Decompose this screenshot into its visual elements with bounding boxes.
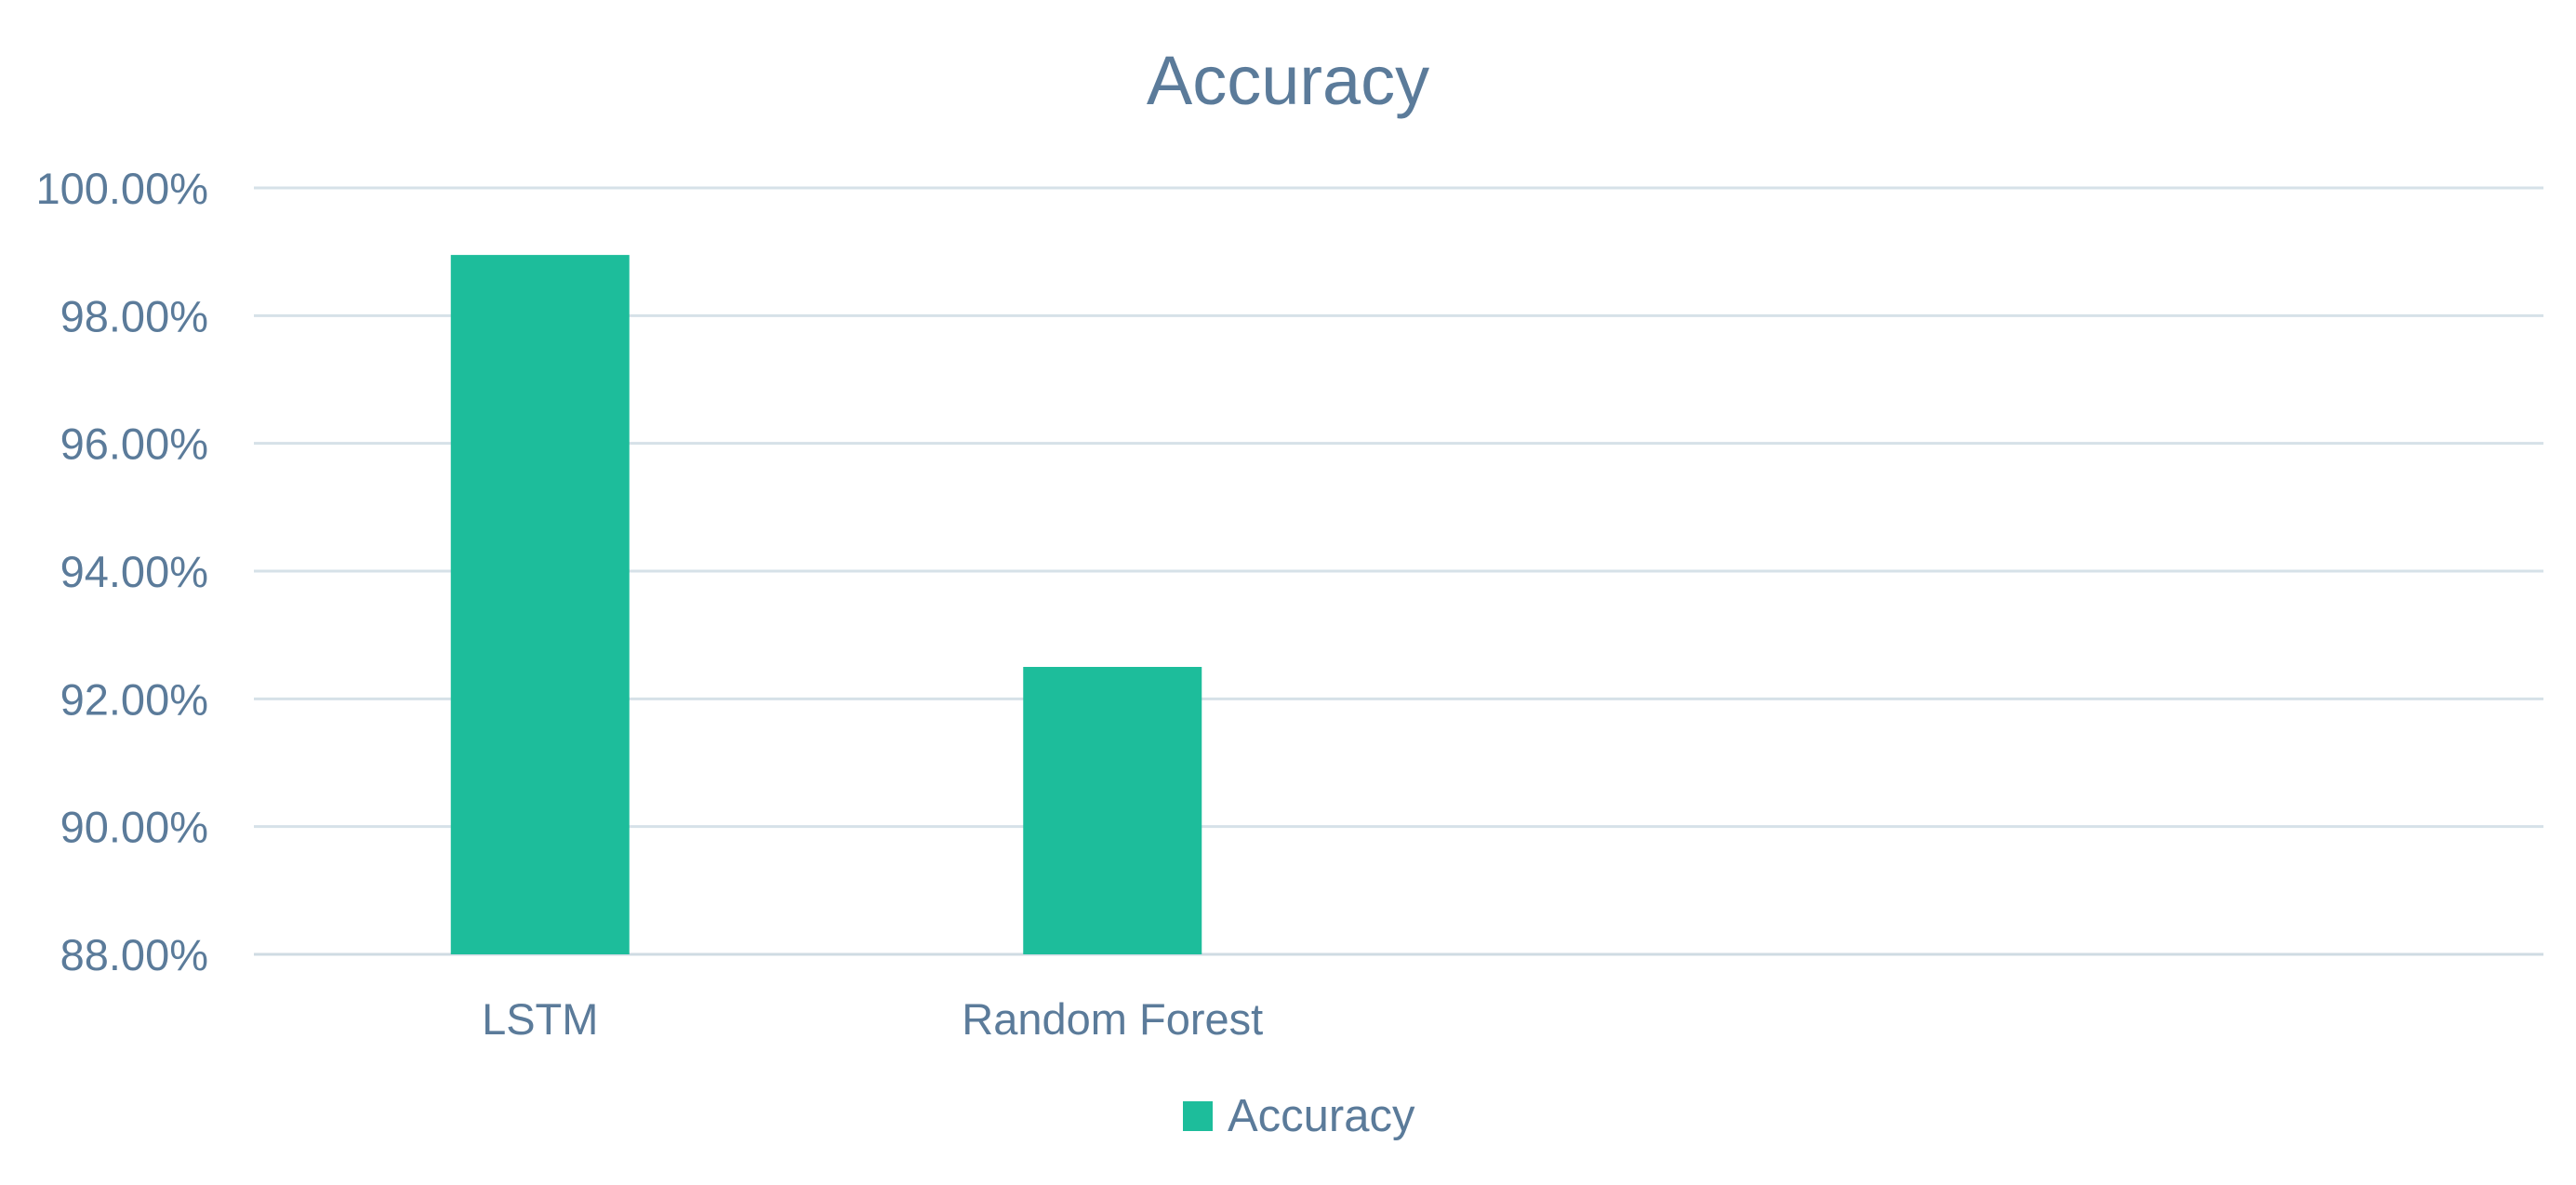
legend-label: Accuracy [1228, 1091, 1415, 1141]
y-tick-label: 96.00% [60, 419, 208, 469]
legend-swatch [1183, 1101, 1213, 1131]
y-tick-label: 88.00% [60, 930, 208, 979]
y-tick-label: 98.00% [60, 291, 208, 340]
bar-lstm [450, 255, 630, 955]
y-axis-tick-labels: 88.00% 90.00% 92.00% 94.00% 96.00% 98.00% 100.… [35, 164, 208, 979]
chart-title: Accuracy [1147, 42, 1429, 119]
x-category-label: Random Forest [962, 994, 1263, 1044]
y-tick-label: 92.00% [60, 674, 208, 724]
bar-random-forest [1023, 667, 1202, 954]
y-tick-label: 100.00% [35, 164, 208, 213]
y-tick-label: 94.00% [60, 547, 208, 596]
y-tick-label: 90.00% [60, 803, 208, 852]
x-axis-category-labels: LSTM Random Forest [482, 994, 1263, 1044]
x-category-label: LSTM [482, 994, 598, 1044]
gridlines [254, 186, 2543, 956]
bars [450, 255, 1202, 955]
legend: Accuracy [1183, 1091, 1415, 1141]
